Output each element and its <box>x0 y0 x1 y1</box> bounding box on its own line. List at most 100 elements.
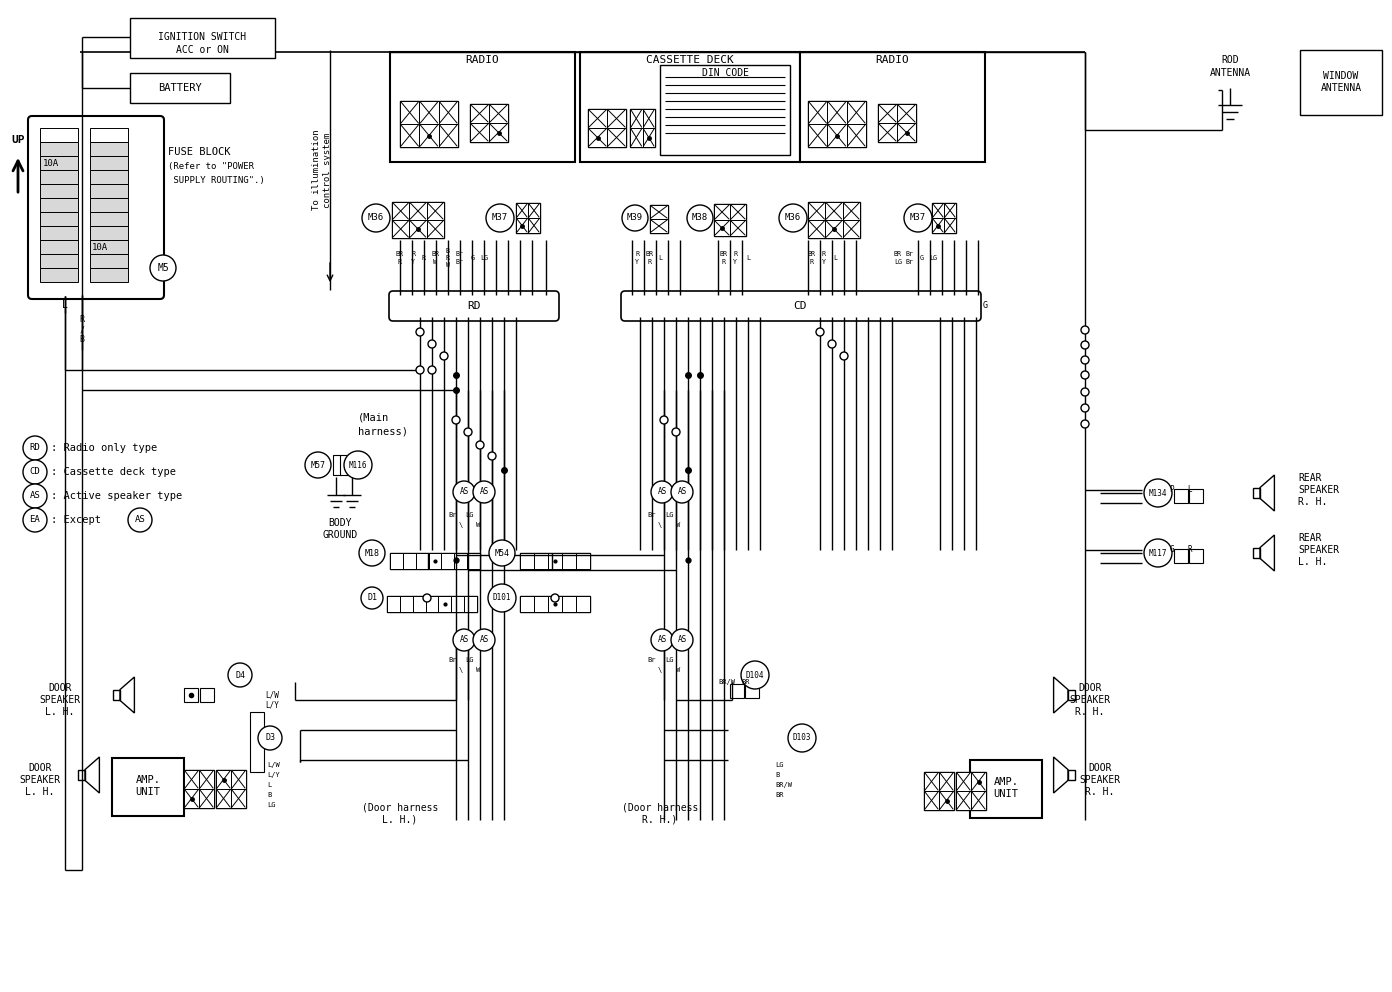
Bar <box>807 101 866 147</box>
Text: EA: EA <box>29 516 40 525</box>
Bar <box>90 268 128 282</box>
Bar <box>489 123 508 142</box>
Bar <box>516 218 528 233</box>
Bar <box>78 770 85 781</box>
Text: BR
R: BR R <box>807 252 816 265</box>
Text: BR/W: BR/W <box>775 782 792 788</box>
Bar <box>40 128 78 142</box>
Text: AS: AS <box>479 636 489 645</box>
Text: \: \ <box>658 522 663 528</box>
Bar <box>643 128 656 147</box>
Bar <box>607 109 626 128</box>
Bar <box>807 202 860 238</box>
Text: RD: RD <box>468 301 480 311</box>
Bar <box>40 184 78 198</box>
Text: harness): harness) <box>358 427 408 437</box>
Text: LG: LG <box>267 802 276 808</box>
Circle shape <box>24 460 47 484</box>
Bar <box>340 455 348 475</box>
Bar <box>216 789 231 808</box>
Bar <box>548 596 562 612</box>
Circle shape <box>816 328 824 336</box>
Bar <box>393 202 444 238</box>
Text: M36: M36 <box>367 213 384 222</box>
Text: LG: LG <box>775 762 784 768</box>
Bar <box>402 553 416 569</box>
Text: AMP.
UNIT: AMP. UNIT <box>135 775 160 797</box>
Bar <box>587 109 626 147</box>
Bar <box>933 203 944 218</box>
Bar <box>390 553 480 569</box>
Circle shape <box>476 441 484 449</box>
Circle shape <box>361 587 383 609</box>
Circle shape <box>423 594 432 602</box>
Circle shape <box>672 428 681 436</box>
Text: M18: M18 <box>365 549 380 558</box>
Text: BODY: BODY <box>329 518 352 528</box>
Text: /: / <box>79 325 85 334</box>
Text: LG: LG <box>465 512 473 518</box>
Bar <box>535 553 548 569</box>
Circle shape <box>1082 341 1089 349</box>
Bar <box>90 254 128 268</box>
Text: (Main: (Main <box>358 413 390 423</box>
Text: M36: M36 <box>785 213 800 222</box>
Circle shape <box>660 416 668 424</box>
Text: M134: M134 <box>1148 488 1168 498</box>
Text: (Door harness: (Door harness <box>362 803 438 813</box>
Text: : Except: : Except <box>52 515 107 525</box>
Bar <box>90 156 128 170</box>
Text: B: B <box>775 772 780 778</box>
Bar <box>650 219 668 233</box>
Bar <box>714 204 746 236</box>
Text: L. H.): L. H.) <box>383 815 418 825</box>
Bar <box>111 758 184 816</box>
Bar <box>333 455 341 475</box>
Bar <box>521 596 590 612</box>
Bar <box>924 772 940 791</box>
Bar <box>516 203 540 233</box>
Bar <box>419 101 438 124</box>
Bar <box>587 128 607 147</box>
Bar <box>1253 488 1260 498</box>
Text: D103: D103 <box>793 733 812 742</box>
Bar <box>40 212 78 226</box>
Bar <box>90 184 128 198</box>
Bar <box>1189 489 1203 503</box>
Bar <box>516 203 528 218</box>
Circle shape <box>362 204 390 232</box>
Text: RADIO: RADIO <box>465 55 498 65</box>
Circle shape <box>489 540 515 566</box>
Bar <box>429 553 441 569</box>
Text: BATTERY: BATTERY <box>159 83 202 93</box>
Bar <box>846 124 866 147</box>
Bar <box>468 553 480 569</box>
Bar <box>40 268 78 282</box>
Bar <box>129 73 230 103</box>
Bar <box>438 101 458 124</box>
FancyBboxPatch shape <box>621 291 981 321</box>
Text: G: G <box>920 255 924 261</box>
Bar <box>807 124 827 147</box>
Text: : Active speaker type: : Active speaker type <box>52 491 182 501</box>
Bar <box>576 553 590 569</box>
Bar <box>631 128 643 147</box>
Circle shape <box>1082 388 1089 396</box>
Bar <box>956 791 972 810</box>
Bar <box>90 170 128 184</box>
Bar <box>90 212 128 226</box>
Bar <box>489 104 508 123</box>
Bar <box>807 101 827 124</box>
Text: LG: LG <box>480 255 489 261</box>
Circle shape <box>258 726 283 750</box>
Circle shape <box>903 204 933 232</box>
Bar <box>40 226 78 240</box>
Text: ROD: ROD <box>1221 55 1239 65</box>
FancyBboxPatch shape <box>388 291 560 321</box>
Bar <box>643 109 656 128</box>
Bar <box>451 596 464 612</box>
Bar <box>878 104 896 123</box>
Circle shape <box>359 540 386 566</box>
Bar <box>409 202 427 220</box>
Circle shape <box>344 451 372 479</box>
